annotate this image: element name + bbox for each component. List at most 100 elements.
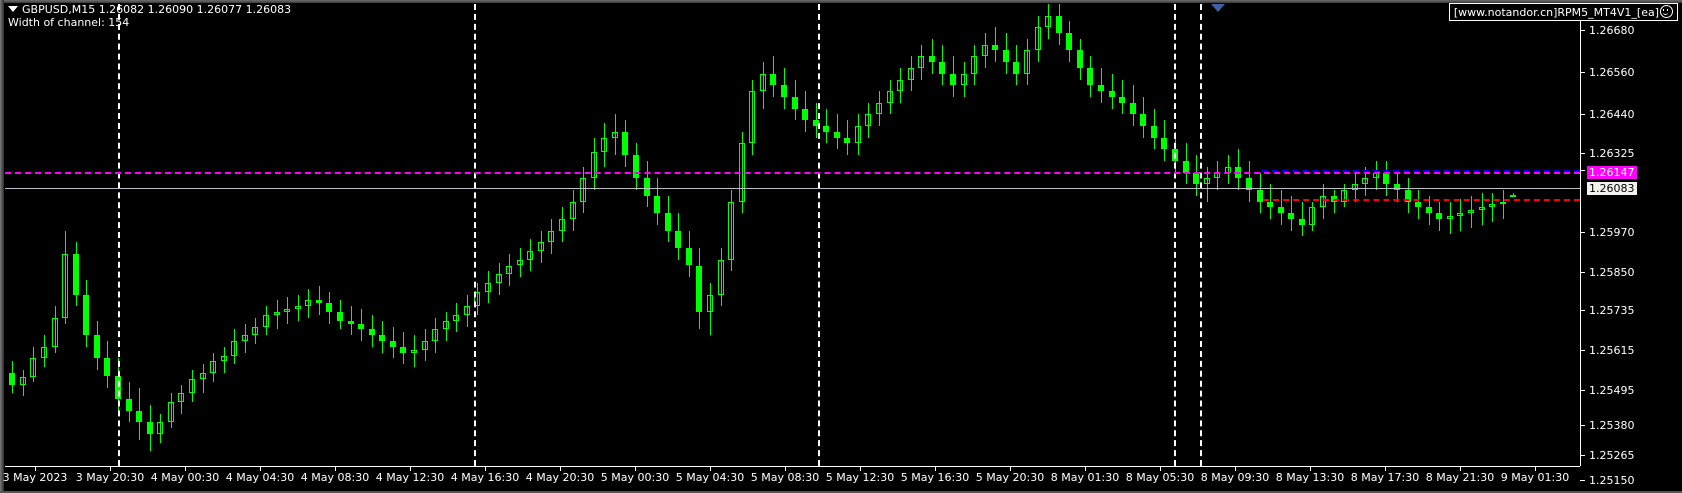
candle-body (411, 349, 417, 353)
price-axis-tick (1580, 272, 1585, 273)
candle-wick (900, 67, 901, 103)
candle-wick (319, 285, 320, 315)
candle-body (104, 358, 110, 376)
candle-body (1066, 33, 1072, 51)
candle-wick (562, 207, 563, 243)
price-axis-label: 1.26440 (1589, 108, 1635, 121)
candle-wick (615, 114, 616, 156)
time-axis-tick (485, 466, 486, 471)
candle-wick (530, 239, 531, 272)
candle-wick (414, 335, 415, 368)
time-axis-label: 3 May 20:30 (75, 471, 145, 484)
price-axis-tick (1580, 232, 1585, 233)
candle-body (728, 201, 734, 260)
candle-wick (44, 335, 45, 368)
candle-body (570, 201, 576, 219)
time-axis-tick (710, 466, 711, 471)
position-marker-icon[interactable] (1211, 4, 1225, 12)
ea-status-label[interactable]: [www.notandor.cn]RPM5_MT4V1_[ea] (1448, 3, 1678, 21)
candle-wick (1270, 184, 1271, 219)
candle-body (252, 326, 258, 336)
candle-body (1341, 189, 1347, 202)
price-axis-label: 1.25150 (1589, 474, 1635, 487)
candle-body (1267, 201, 1273, 208)
time-axis-tick (335, 466, 336, 471)
candle-wick (1207, 166, 1208, 202)
chart-header-symbol-row: GBPUSD,M15 1.26082 1.26090 1.26077 1.260… (8, 4, 291, 16)
candle-wick (826, 108, 827, 144)
candle-body (1193, 172, 1199, 185)
candle-wick (266, 306, 267, 336)
time-axis-tick (1385, 466, 1386, 471)
candle-body (601, 137, 607, 153)
time-axis-label: 5 May 20:30 (975, 471, 1045, 484)
candle-body (443, 320, 449, 330)
candle-wick (583, 166, 584, 214)
candle-wick (1513, 192, 1514, 197)
candle-body (1098, 85, 1104, 92)
candle-body (369, 329, 375, 336)
candle-body (295, 306, 301, 310)
lower-band-red-line[interactable] (1263, 199, 1580, 201)
candle-wick (1503, 189, 1504, 219)
candle-body (1183, 160, 1189, 173)
candle-body (20, 377, 26, 385)
candle-body (908, 67, 914, 80)
candle-body (939, 62, 945, 74)
candle-wick (1281, 189, 1282, 225)
candle-body (548, 230, 554, 243)
candle-body (992, 44, 998, 51)
time-axis-tick (1535, 466, 1536, 471)
sep-current (1200, 4, 1202, 466)
price-axis-label: 1.26325 (1589, 147, 1635, 160)
time-axis-tick (1235, 466, 1236, 471)
candle-wick (1450, 201, 1451, 234)
time-axis-label: 5 May 16:30 (900, 471, 970, 484)
candle-body (1087, 67, 1093, 86)
time-axis-label: 8 May 17:30 (1350, 471, 1420, 484)
candle-body (802, 108, 808, 121)
candle-body (612, 131, 618, 138)
upper-band-blue-line[interactable] (1262, 170, 1580, 172)
candle-wick (298, 294, 299, 321)
price-chart-canvas[interactable] (5, 4, 1580, 466)
time-axis-tick (1310, 466, 1311, 471)
sep-9-may (1174, 4, 1176, 466)
candle-body (326, 303, 332, 312)
candle-wick (1334, 189, 1335, 214)
candle-wick (594, 137, 595, 190)
candle-body (696, 265, 702, 312)
channel-magenta-line[interactable] (5, 172, 1580, 174)
candle-body (675, 230, 681, 249)
candle-wick (1323, 184, 1324, 219)
time-axis-label: 8 May 21:30 (1425, 471, 1495, 484)
candle-body (1468, 210, 1474, 214)
time-axis-tick (1160, 466, 1161, 471)
candle-wick (858, 114, 859, 156)
current-price-gray-line[interactable] (5, 188, 1580, 189)
time-axis-label: 8 May 01:30 (1050, 471, 1120, 484)
sep-5-may (474, 4, 476, 466)
candle-body (1362, 178, 1368, 185)
time-axis[interactable]: 3 May 2023 3 May 20:30 4 May 00:30 4 May 04… (2, 466, 1580, 491)
time-axis-tick (260, 466, 261, 471)
candle-body (633, 155, 639, 179)
candle-wick (171, 393, 172, 429)
candle-wick (213, 352, 214, 382)
price-axis[interactable]: 1.266801.265601.264401.263251.262051.259… (1580, 4, 1682, 486)
triangle-down-icon[interactable] (8, 6, 18, 12)
candle-body (1394, 184, 1400, 190)
price-axis-tick (1580, 455, 1585, 456)
time-axis-label: 3 May 2023 (2, 471, 68, 484)
candle-body (1436, 213, 1442, 219)
candle-wick (911, 56, 912, 92)
candle-wick (287, 297, 288, 324)
candle-wick (509, 253, 510, 286)
price-axis-tick (1580, 310, 1585, 311)
candle-wick (255, 317, 256, 344)
time-axis-label: 8 May 09:30 (1200, 471, 1270, 484)
candle-body (464, 306, 470, 315)
window-frame-top (0, 0, 1682, 3)
time-axis-label: 5 May 12:30 (825, 471, 895, 484)
candle-body (1161, 137, 1167, 150)
